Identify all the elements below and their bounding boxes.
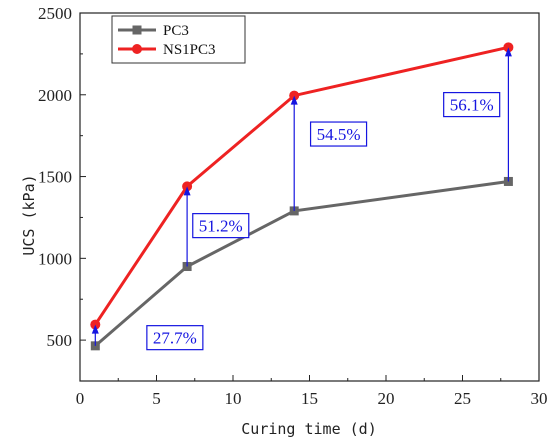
series-ns1pc3 [90,42,514,330]
y-tick-label: 1500 [38,168,72,187]
series-line [94,179,509,347]
legend-item: NS1PC3 [118,42,216,58]
annotation-layer: 27.7% 51.2% 54.5% 56.1% [91,47,512,351]
y-axis-title: UCS (kPa) [20,174,38,255]
arrow-head [183,186,191,196]
label-box [309,121,368,147]
legend-marker [132,44,142,54]
legend-box [111,15,246,64]
legend-marker [132,25,142,35]
increase-annotation: 27.7% [91,324,204,351]
data-point [503,42,514,53]
arrow-head [504,47,512,57]
arrow-head [290,95,298,105]
label-box [443,91,501,118]
series-layer [90,42,514,351]
data-point [182,181,193,192]
x-tick-label: 10 [225,389,242,408]
x-axis: 0 5 10 15 20 25 30 [76,375,548,408]
label-box [146,325,204,351]
y-tick-label: 1000 [38,249,72,268]
increase-label: 54.5% [317,125,361,144]
arrow-head [91,324,99,334]
increase-label: 27.7% [153,329,197,348]
y-tick-label: 2500 [38,4,72,23]
legend-label: PC3 [163,23,189,39]
increase-annotation: 54.5% [290,95,368,211]
x-tick-label: 25 [454,389,471,408]
legend-label: NS1PC3 [163,42,216,58]
x-tick-label: 20 [378,389,395,408]
x-tick-label: 5 [152,389,161,408]
x-tick-label: 0 [76,389,85,408]
series-line [94,45,509,326]
increase-label: 51.2% [199,217,243,236]
y-tick-label: 500 [47,331,73,350]
increase-annotation: 56.1% [443,47,512,182]
x-axis-title: Curing time (d) [241,420,376,438]
legend-item: PC3 [118,23,189,39]
series-pc3 [90,176,513,351]
x-tick-label: 15 [301,389,318,408]
increase-annotation: 51.2% [183,186,250,267]
increase-label: 56.1% [450,96,494,115]
legend: PC3 NS1PC3 [111,15,246,64]
x-tick-label: 30 [531,389,548,408]
y-axis: 500 1000 1500 2000 2500 [38,4,86,382]
label-box [192,213,250,239]
y-tick-label: 2000 [38,86,72,105]
